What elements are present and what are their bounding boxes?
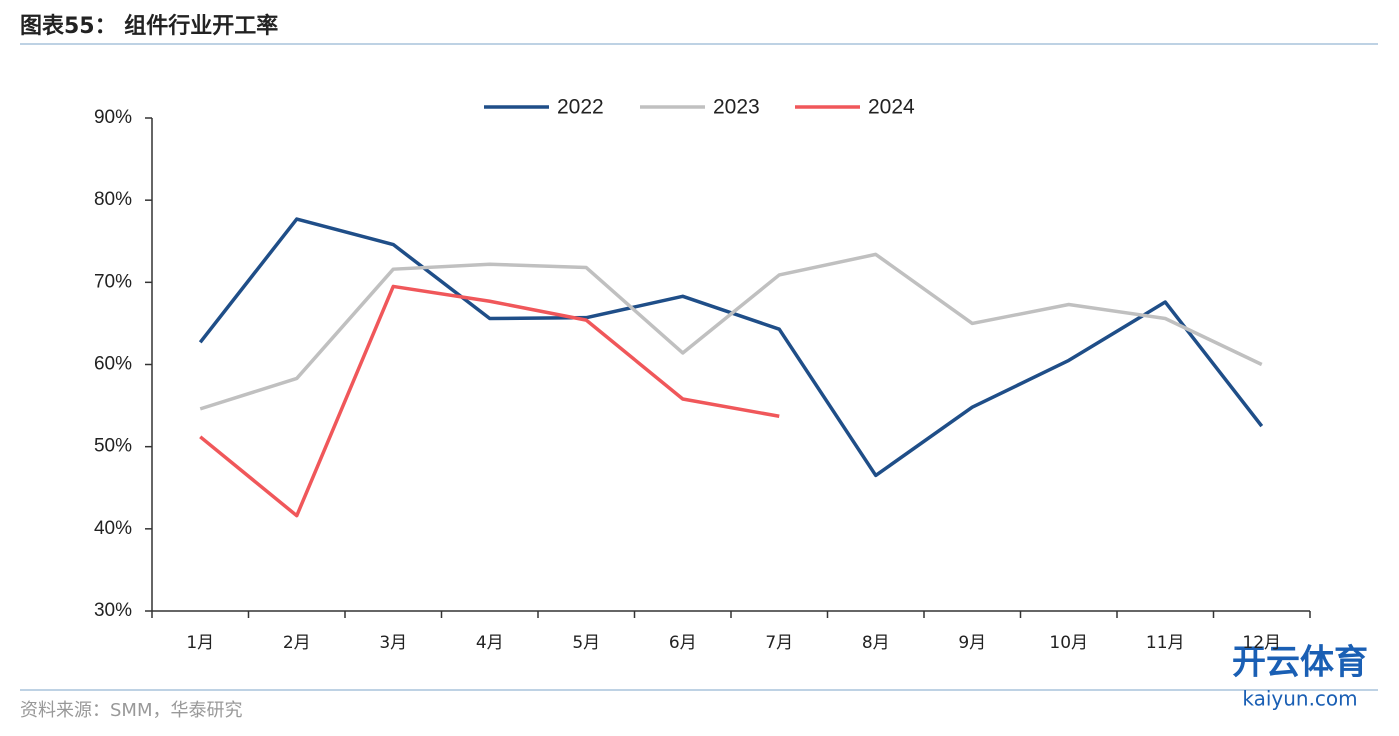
- watermark: 开云体育: [1232, 643, 1368, 683]
- legend-label: 2024: [868, 96, 915, 119]
- y-tick-label: 60%: [94, 354, 132, 375]
- x-tick-label: 9月: [958, 633, 986, 653]
- series-line: [199, 252, 1263, 411]
- x-tick-label: 3月: [379, 633, 407, 653]
- x-tick-label: 2月: [283, 633, 311, 653]
- series-line: [199, 284, 780, 518]
- watermark: kaiyun.com: [1242, 687, 1357, 711]
- y-tick-label: 70%: [94, 271, 132, 292]
- y-tick-label: 50%: [94, 436, 132, 457]
- x-tick-label: 5月: [572, 633, 600, 653]
- x-tick-label: 4月: [476, 633, 504, 653]
- x-tick-label: 12月: [1242, 633, 1281, 653]
- y-tick-label: 40%: [94, 518, 132, 539]
- x-tick-label: 6月: [669, 633, 697, 653]
- x-tick-label: 10月: [1049, 633, 1088, 653]
- chart-title: 图表55： 组件行业开工率: [20, 13, 278, 39]
- y-tick-label: 80%: [94, 189, 132, 210]
- y-tick-label: 90%: [94, 107, 132, 128]
- x-tick-label: 1月: [186, 633, 214, 653]
- x-tick-label: 11月: [1146, 633, 1185, 653]
- y-tick-label: 30%: [94, 600, 132, 621]
- x-tick-label: 8月: [862, 633, 890, 653]
- legend-label: 2022: [557, 96, 604, 119]
- legend-label: 2023: [713, 96, 760, 119]
- series-line: [198, 217, 1264, 478]
- source: 资料来源：SMM，华泰研究: [20, 700, 243, 721]
- x-tick-label: 7月: [765, 633, 793, 653]
